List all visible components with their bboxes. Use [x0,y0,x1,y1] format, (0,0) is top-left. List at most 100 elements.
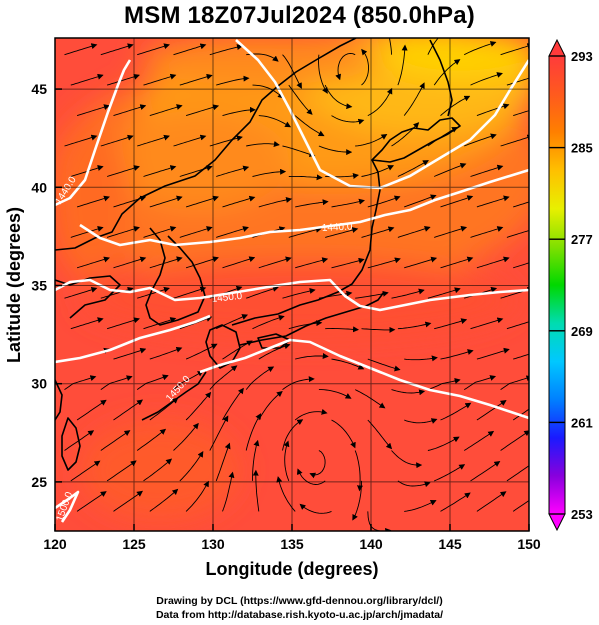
streamline-arrow [506,465,529,482]
streamline-arrow [64,286,98,299]
streamline-arrow [440,349,474,360]
x-axis-ticks: 120 125 130 135 140 145 150 [43,524,541,552]
streamline-arrow [282,145,316,157]
x-tick-label: 130 [201,536,225,552]
streamline-arrow [367,257,401,269]
streamline-arrow [318,290,353,299]
streamline-arrow [427,436,460,451]
streamline-arrow [391,288,425,299]
streamline-arrow [318,389,352,399]
streamline-arrow [391,389,426,396]
streamline-arrow [464,133,497,147]
streamline-arrow [367,419,393,450]
x-tick-label: 150 [517,536,541,552]
streamline-arrow [113,347,147,360]
streamline-arrow [149,195,183,208]
contour-line-4 [55,314,211,364]
wind-streamlines [64,38,529,531]
streamline-arrow [318,54,328,94]
streamline-arrow [388,38,392,55]
y-axis-title: Latitude (degrees) [4,207,24,363]
streamline-arrow [440,256,474,269]
streamline-arrow [294,408,328,421]
streamline-arrow [137,134,170,147]
coastline-shandong [55,275,121,319]
streamline-arrow [222,387,244,421]
streamline-arrow [179,226,213,238]
coastline-hokkaido [371,117,461,163]
credit-drawing: Drawing by DCL (https://www.gfd-dennou.o… [156,595,443,607]
streamline-arrow [397,480,431,488]
streamline-arrow [500,430,529,451]
streamline-arrow [222,256,256,269]
streamline-arrow [404,500,437,512]
streamline-arrow [76,104,110,117]
contour-label-3: 1450.0 [211,291,243,305]
streamline-arrow [185,480,209,512]
streamline-arrow [173,43,207,56]
colorbar-tick-label: 293 [571,49,593,64]
streamline-arrow [143,458,173,482]
x-tick-label: 135 [280,536,304,552]
streamline-arrow [100,375,133,390]
streamline-arrow [246,286,279,299]
streamline-arrow [215,442,231,482]
colorbar-tick-label: 269 [571,324,593,339]
x-tick-label: 140 [359,536,383,552]
streamline-arrow [100,286,134,299]
streamline-arrow [222,106,256,117]
streamline-arrow [149,346,183,360]
streamline-arrow [282,376,315,390]
streamline-arrow [309,450,326,479]
streamline-arrow [470,164,504,177]
streamline-arrow [149,397,179,421]
streamline-arrow [470,72,503,86]
streamline-arrow [294,115,325,137]
streamline-arrow [331,198,365,208]
streamline-arrow [500,134,529,147]
streamline-arrow [295,257,329,269]
coastline-ryukyu [141,371,207,421]
streamline-arrow [476,195,510,208]
streamline-arrow [222,195,256,208]
streamline-arrow [245,413,262,451]
streamline-arrow [397,160,429,177]
streamline-arrow [209,365,238,390]
streamline-arrow [149,256,183,269]
streamline-arrow [246,141,280,147]
streamline-arrow [434,464,466,482]
colorbar-ticks: 293 285 277 269 261 253 [549,49,593,522]
streamline-arrow [100,43,134,56]
streamline-arrow [354,450,363,492]
streamline-arrow [391,450,423,469]
streamline-arrow [222,340,253,360]
streamline-arrow [295,353,329,360]
streamline-arrow [391,122,420,147]
streamline-arrow [216,226,249,238]
x-tick-label: 120 [43,536,67,552]
streamline-arrow [361,326,396,333]
coastline-asia-mainland [55,38,357,251]
streamline-arrow [440,492,471,512]
streamline-arrow [500,43,529,56]
streamline-arrow [258,343,291,360]
streamline-arrow [361,48,369,86]
streamline-arrow [288,174,323,181]
streamline-arrow [397,226,431,238]
streamline-arrow [143,165,177,177]
streamline-arrow [258,390,283,421]
colorbar-tick-label: 277 [571,232,593,247]
streamline-arrow [324,84,353,110]
streamline-arrow [185,343,218,360]
colorbar-bar [548,55,566,515]
colorbar: 293 285 277 269 261 253 [548,38,593,532]
streamline-arrow [173,370,204,390]
streamline-arrow [149,488,179,512]
colorbar-tick-label: 253 [571,507,593,522]
streamline-arrow [64,134,98,147]
streamline-arrow [76,195,110,208]
streamline-arrow [209,44,243,56]
streamline-arrow [252,84,284,99]
streamline-arrow [331,358,365,370]
streamline-arrow [512,408,529,421]
